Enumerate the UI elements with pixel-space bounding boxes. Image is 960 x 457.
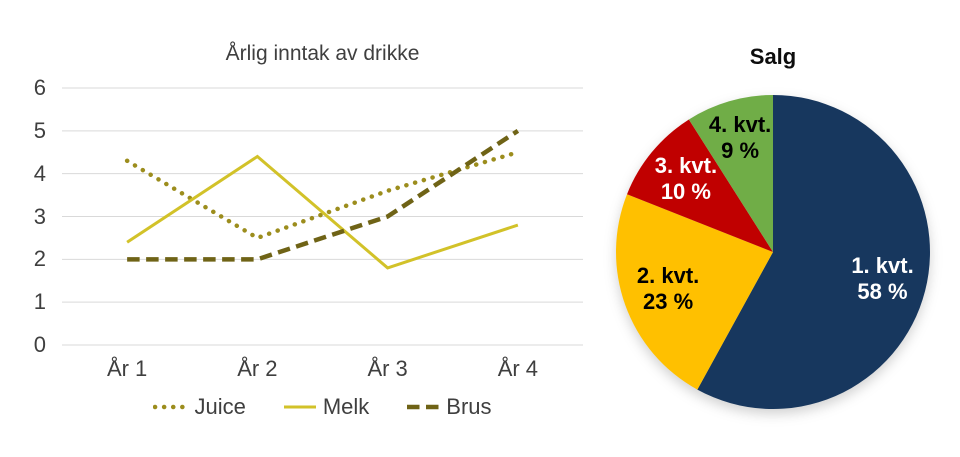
legend-marker-dotted	[153, 404, 190, 410]
pie-chart-plot-area: 1. kvt. 58 % 2. kvt. 23 % 3. kvt. 10 %4. kvt.…	[616, 95, 930, 409]
legend-item-melk: Melk	[282, 394, 369, 420]
legend-label: Brus	[446, 394, 492, 419]
pie-slice-label: 3. kvt. 10 %	[655, 153, 717, 204]
y-axis-tick-label: 1	[33, 289, 46, 315]
pie-slice-4-kvt	[688, 95, 773, 252]
series-line-juice	[124, 150, 521, 241]
y-axis-tick-label: 2	[33, 246, 46, 272]
y-axis-tick-label: 0	[33, 332, 46, 357]
pie-slice-1-kvt	[697, 95, 930, 409]
x-axis-category-label: År 4	[497, 356, 539, 381]
pie-slice-label: 4. kvt. 9 %	[709, 112, 771, 163]
y-axis-tick-label: 3	[33, 203, 46, 229]
pie-slice-label: 1. kvt. 58 %	[851, 253, 913, 304]
pie-slice-label: 2. kvt. 23 %	[637, 263, 699, 314]
legend-label: Melk	[322, 394, 370, 419]
legend-label: Juice	[194, 394, 246, 419]
pie-chart-title: Salg	[749, 44, 797, 69]
line-chart-title: Årlig inntak av drikke	[225, 42, 420, 65]
y-axis-tick-label: 6	[33, 75, 46, 100]
series-line-melk	[126, 154, 519, 270]
legend-marker-dashed	[407, 404, 440, 410]
legend-item-juice: Juice	[153, 394, 246, 420]
x-axis-category-label: År 3	[367, 356, 408, 381]
y-axis-tick-label: 4	[33, 160, 46, 186]
pie-chart[interactable]: Salg 1. kvt. 58 % 2. kvt. 23 % 3. kvt. 10 % 4.…	[600, 0, 960, 457]
y-axis-tick-label: 5	[33, 117, 46, 143]
pie-slice-3-kvt	[627, 119, 773, 252]
line-chart[interactable]: Årlig inntak av drikke 0 1 2 3 4 5 6 År 1 År 2 Å…	[0, 0, 600, 457]
series-line-brus	[127, 128, 520, 262]
line-chart-plot-area	[62, 87, 583, 346]
pie-slice-2-kvt	[616, 194, 773, 390]
x-axis-category-label: År 1	[106, 356, 148, 381]
legend-marker-solid	[283, 405, 316, 409]
x-axis-category-label: År 2	[237, 356, 278, 381]
legend-item-brus: Brus	[405, 394, 492, 420]
line-chart-legend: Juice Melk Brus	[62, 394, 583, 420]
